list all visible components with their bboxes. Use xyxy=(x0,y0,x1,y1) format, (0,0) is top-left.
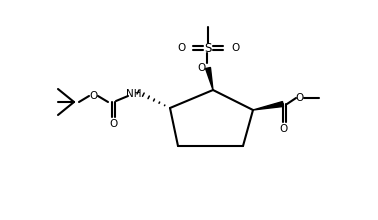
Text: O: O xyxy=(197,63,205,73)
Text: O: O xyxy=(280,124,288,134)
Text: O: O xyxy=(231,43,239,53)
Polygon shape xyxy=(206,68,213,90)
Text: O: O xyxy=(109,119,117,129)
Text: O: O xyxy=(177,43,185,53)
Text: NH: NH xyxy=(126,89,142,99)
Text: S: S xyxy=(204,42,212,55)
Text: O: O xyxy=(90,91,98,101)
Polygon shape xyxy=(253,102,284,110)
Text: O: O xyxy=(295,93,303,103)
